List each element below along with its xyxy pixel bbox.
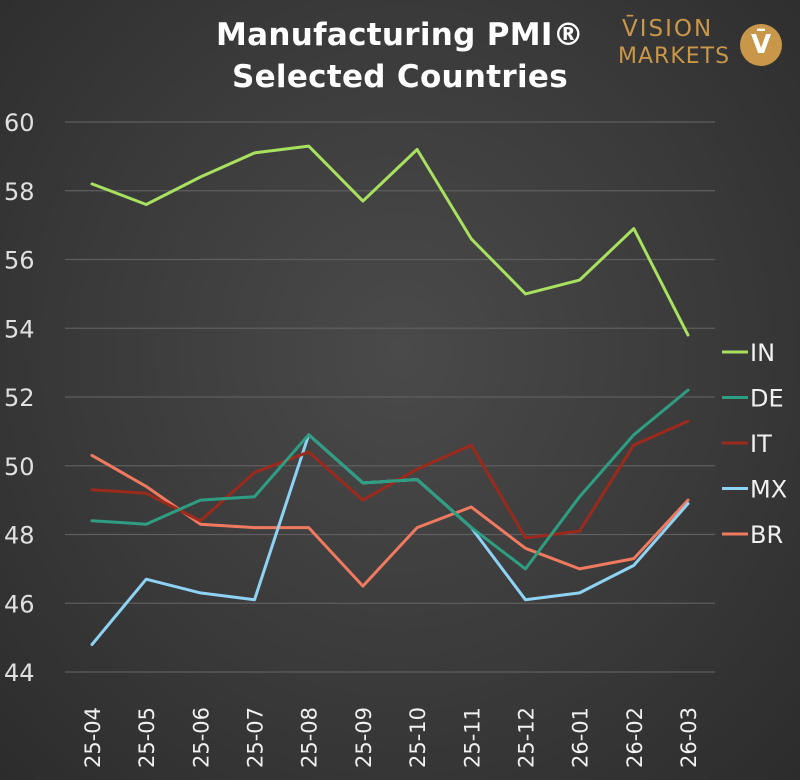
series-line-de	[90, 388, 690, 571]
x-tick-label: 25-09	[352, 707, 376, 768]
y-tick-label: 50	[4, 453, 35, 481]
x-tick-label: 25-08	[298, 707, 322, 768]
x-tick-label: 25-06	[189, 707, 213, 768]
legend-label-mx: MX	[750, 476, 787, 504]
x-tick-label: 26-02	[623, 707, 647, 768]
x-tick-label: 26-03	[677, 707, 701, 768]
x-tick-label: 25-11	[460, 707, 484, 768]
y-tick-label: 54	[4, 315, 35, 343]
y-tick-label: 56	[4, 247, 35, 275]
x-tick-label: 25-05	[135, 707, 159, 768]
chart-title: Manufacturing PMI® Selected Countries	[150, 14, 650, 98]
y-tick-label: 60	[4, 109, 35, 137]
legend: IN DE IT MX BR	[722, 339, 787, 549]
y-tick-label: 46	[4, 590, 35, 618]
x-axis-ticks: 25-04 25-05 25-06 25-07 25-08 25-09 25-10 25-11…	[81, 707, 701, 768]
chart-title-line1: Manufacturing PMI®	[215, 17, 585, 53]
x-tick-label: 25-04	[81, 707, 105, 768]
y-tick-label: 48	[4, 522, 35, 550]
series-line-br	[90, 453, 690, 588]
y-tick-label: 52	[4, 384, 35, 412]
logo-text-markets: MARKETS	[618, 44, 731, 69]
x-tick-label: 25-10	[406, 707, 430, 768]
legend-label-br: BR	[750, 521, 783, 549]
y-tick-label: 58	[4, 178, 35, 206]
chart-title-line2: Selected Countries	[231, 59, 568, 95]
y-axis-ticks: 44 46 48 50 52 54 56 58 60	[4, 109, 35, 687]
legend-label-it: IT	[750, 430, 772, 458]
vision-markets-logo: V̄ISION MARKETS V̄	[612, 14, 792, 74]
legend-label-de: DE	[750, 385, 784, 413]
gridlines	[65, 121, 715, 673]
series-lines	[90, 144, 690, 646]
series-line-it	[90, 419, 690, 540]
series-line-in	[90, 144, 690, 337]
x-tick-label: 26-01	[569, 707, 593, 768]
logo-badge-icon: V̄	[740, 24, 782, 66]
x-tick-label: 25-12	[514, 707, 538, 768]
y-tick-label: 44	[4, 659, 35, 687]
legend-label-in: IN	[750, 339, 775, 367]
x-tick-label: 25-07	[244, 707, 268, 768]
logo-text-vision: V̄ISION	[622, 16, 714, 42]
